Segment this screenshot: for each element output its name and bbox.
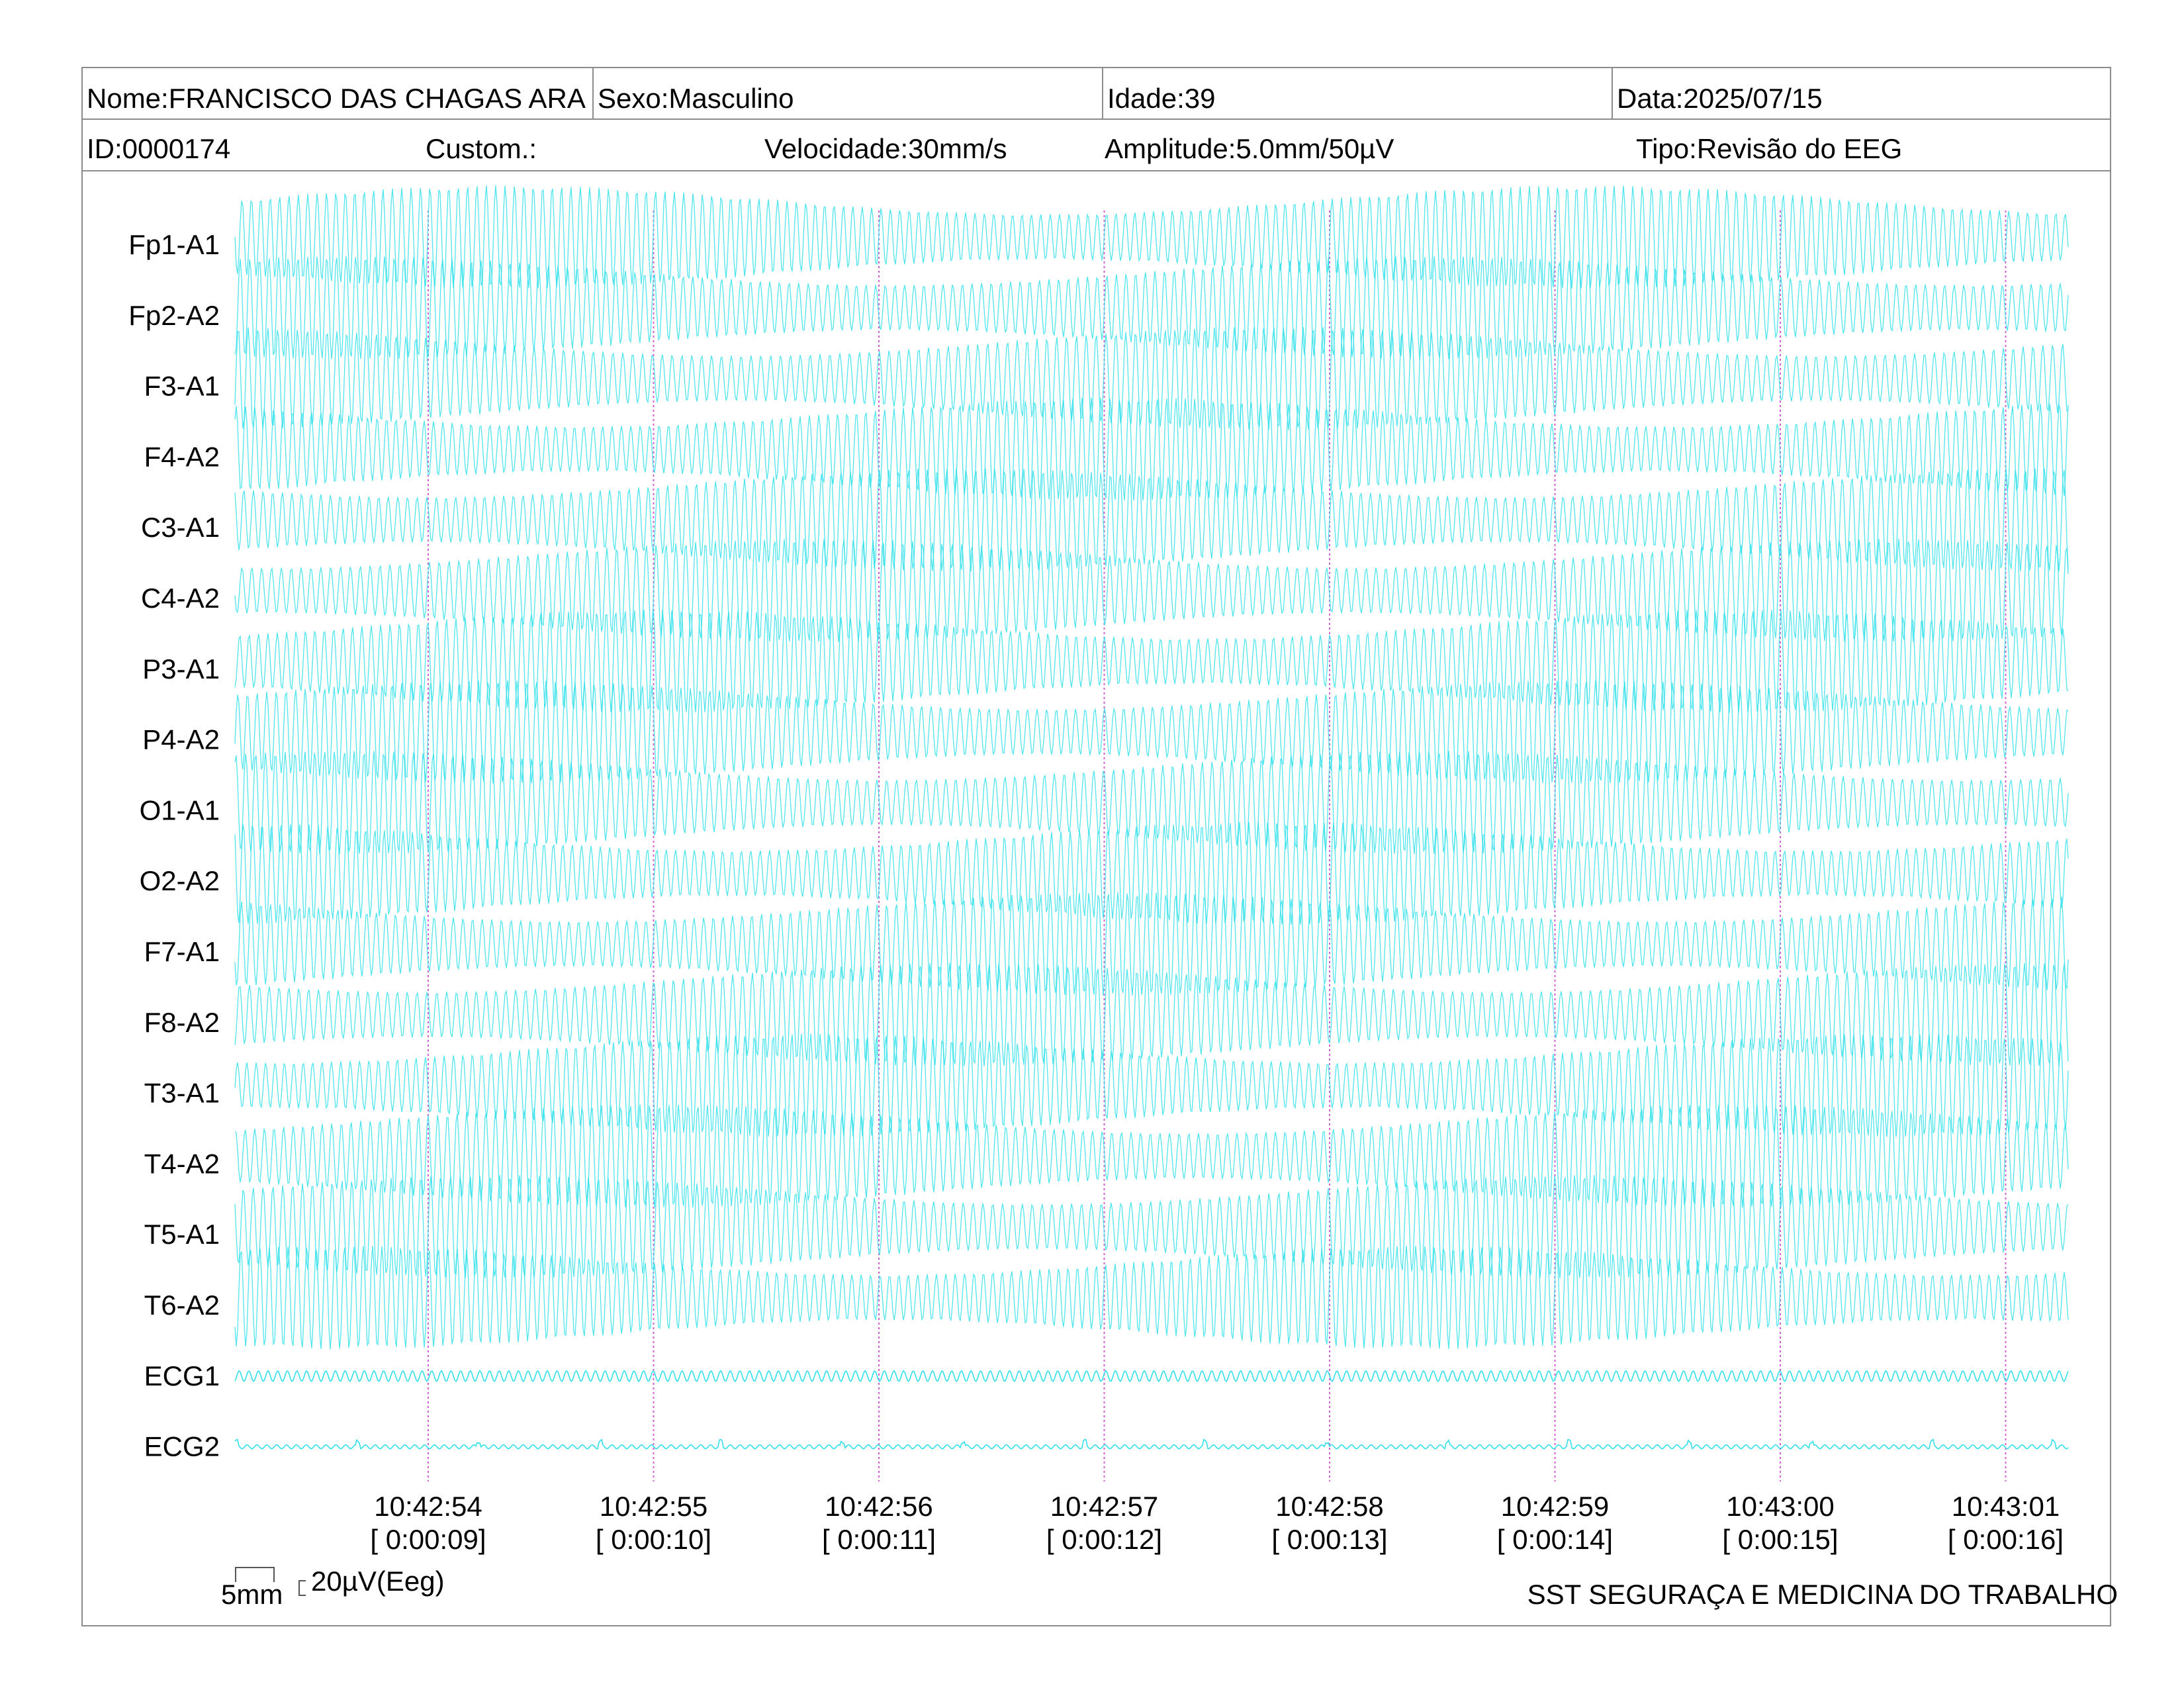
time-tick-clock: 10:42:58: [1275, 1491, 1384, 1522]
report-sheet: Nome:FRANCISCO DAS CHAGAS ARA Sexo:Mascu…: [81, 67, 2111, 1626]
channel-trace: [234, 609, 2069, 713]
time-tick-labels: 10:42:54[ 0:00:09] 10:42:55[ 0:00:10] 10:4…: [370, 1491, 2064, 1555]
channel-label: F4-A2: [144, 441, 220, 472]
time-tick-elapsed: [ 0:00:12]: [1046, 1524, 1162, 1555]
time-tick-clock: 10:42:57: [1050, 1491, 1159, 1522]
channel-label: Fp1-A1: [128, 229, 220, 260]
channel-label: ECG2: [144, 1431, 220, 1462]
patient-age: Idade:39: [1102, 68, 1612, 120]
patient-sex: Sexo:Masculino: [592, 68, 1102, 120]
time-tick-elapsed: [ 0:00:16]: [1948, 1524, 2064, 1555]
channel-label: T3-A1: [144, 1078, 220, 1109]
channel-trace: [234, 680, 2069, 784]
time-tick-elapsed: [ 0:00:15]: [1722, 1524, 1838, 1555]
channel-label: T6-A2: [144, 1289, 220, 1321]
channel-trace: [234, 397, 2069, 501]
channel-trace: [234, 538, 2069, 642]
channel-label: T4-A2: [144, 1148, 220, 1179]
channel-trace: [234, 327, 2069, 430]
scale-uv-label: 20µV(Eeg): [311, 1566, 445, 1597]
time-tick-clock: 10:43:00: [1726, 1491, 1835, 1522]
scale-mm-label: 5mm: [221, 1579, 283, 1610]
header-row-patient: Nome:FRANCISCO DAS CHAGAS ARA Sexo:Mascu…: [83, 68, 2110, 120]
channel-label: O2-A2: [140, 865, 220, 896]
channel-trace: [234, 892, 2069, 996]
time-tick-clock: 10:42:54: [374, 1491, 482, 1522]
channel-trace: [234, 751, 2069, 855]
time-tick-elapsed: [ 0:00:11]: [822, 1524, 936, 1555]
channel-label: C4-A2: [141, 583, 220, 614]
channel-labels: Fp1-A1 Fp2-A2 F3-A1 F4-A2 C3-A1 C4-A2 P3-A1 P4-…: [128, 229, 220, 1462]
clinic-footer: SST SEGURAÇA E MEDICINA DO TRABALHO: [1527, 1579, 2118, 1610]
channel-trace: [234, 821, 2069, 925]
channel-label: F7-A1: [144, 936, 220, 967]
channel-trace: [234, 962, 2069, 1066]
channel-trace: [234, 185, 2069, 289]
channel-label: ECG1: [144, 1360, 220, 1391]
channel-trace: [234, 468, 2069, 572]
channel-traces: [234, 185, 2069, 1450]
channel-trace: [234, 1438, 2069, 1450]
time-tick-clock: 10:43:01: [1952, 1491, 2060, 1522]
speed-setting: Velocidade:30mm/s: [764, 133, 1007, 164]
channel-label: C3-A1: [141, 512, 220, 543]
time-tick-elapsed: [ 0:00:14]: [1497, 1524, 1613, 1555]
patient-id: ID:0000174: [87, 133, 231, 164]
time-tick-clock: 10:42:55: [600, 1491, 708, 1522]
amplitude-setting: Amplitude:5.0mm/50µV: [1105, 133, 1394, 164]
time-tick-elapsed: [ 0:00:10]: [596, 1524, 711, 1555]
custom-field: Custom.:: [426, 133, 537, 164]
exam-type: Tipo:Revisão do EEG: [1636, 133, 1903, 164]
time-tick-elapsed: [ 0:00:13]: [1271, 1524, 1387, 1555]
channel-label: T5-A1: [144, 1219, 220, 1250]
header-row-exam: ID:0000174 Custom.: Velocidade:30mm/s Am…: [83, 120, 2110, 171]
channel-label: Fp2-A2: [128, 300, 220, 331]
time-tick-clock: 10:42:59: [1501, 1491, 1610, 1522]
channel-trace: [234, 1370, 2069, 1383]
channel-label: P3-A1: [142, 653, 220, 684]
channel-trace: [234, 256, 2069, 359]
channel-label: O1-A1: [140, 794, 220, 825]
channel-trace: [234, 1175, 2069, 1278]
channel-trace: [234, 1246, 2069, 1349]
time-tick-clock: 10:42:56: [825, 1491, 933, 1522]
channel-label: F8-A2: [144, 1007, 220, 1038]
time-tick-elapsed: [ 0:00:09]: [370, 1524, 486, 1555]
exam-date: Data:2025/07/15: [1612, 68, 2113, 120]
patient-name: Nome:FRANCISCO DAS CHAGAS ARA: [87, 83, 586, 114]
channel-trace: [234, 1104, 2069, 1208]
channel-label: F3-A1: [144, 371, 220, 402]
channel-trace: [234, 1033, 2069, 1137]
second-markers: [428, 211, 2007, 1481]
scale-bar-icon: [235, 1567, 306, 1596]
channel-label: P4-A2: [142, 724, 220, 755]
